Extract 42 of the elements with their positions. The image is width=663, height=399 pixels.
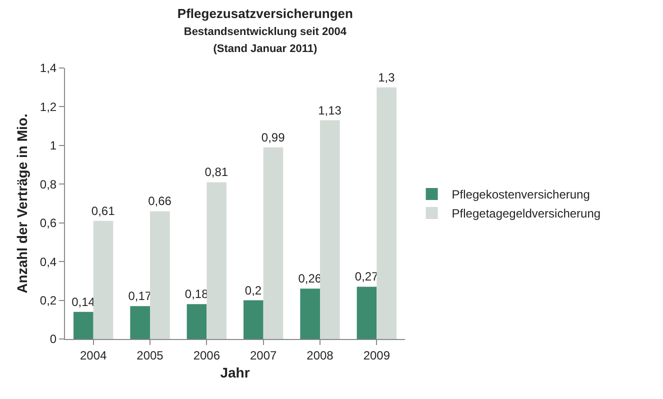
y-axis-title: Anzahl der Verträge in Mio. [14, 114, 30, 294]
data-label: 0,61 [91, 204, 116, 218]
x-tick-label: 2005 [136, 348, 164, 362]
data-label: 1,13 [318, 103, 342, 118]
y-tick-label: 1,4 [40, 61, 57, 76]
x-tick-label: 2008 [306, 348, 334, 362]
y-tick-label: 0,6 [40, 216, 57, 230]
x-tick-label: 2007 [250, 348, 277, 362]
bar [74, 312, 94, 339]
x-tick-label: 2004 [80, 348, 107, 362]
chart-subtitle: Bestandsentwicklung seit 2004 (Stand Januar 2011) [184, 26, 348, 55]
bar [320, 120, 340, 339]
data-label: 0,81 [204, 165, 228, 180]
bar [150, 211, 170, 339]
bar [376, 87, 396, 339]
data-label: 0,2 [244, 283, 262, 298]
data-label: 0,17 [128, 289, 152, 304]
chart-title: Pflegezusatzversicherungen [177, 6, 354, 21]
legend-label: Pflegetagegeldversicherung [452, 206, 601, 221]
bar [206, 182, 226, 339]
bar [93, 220, 114, 339]
y-tick-label: 0,4 [40, 254, 57, 269]
y-tick-label: 0,8 [40, 177, 57, 192]
y-tick-label: 0 [50, 332, 57, 346]
y-tick-label: 1 [50, 138, 57, 153]
data-label: 1,3 [378, 70, 396, 84]
x-tick-label: 2009 [363, 348, 390, 362]
bar [356, 286, 377, 339]
data-label: 0,14 [72, 294, 96, 309]
bar [263, 147, 284, 339]
y-tick-label: 0,2 [40, 293, 57, 308]
legend-label: Pflegekostenversicherung [452, 188, 590, 202]
x-tick-label: 2006 [193, 348, 220, 362]
bar [244, 300, 264, 339]
bar [186, 304, 207, 339]
data-label: 0,99 [261, 130, 286, 144]
x-axis-title: Jahr [220, 364, 250, 381]
data-label: 0,66 [148, 194, 172, 208]
data-label: 0,27 [354, 270, 379, 284]
y-tick-label: 1,2 [40, 100, 57, 114]
bar [300, 288, 320, 339]
bar [130, 306, 150, 339]
